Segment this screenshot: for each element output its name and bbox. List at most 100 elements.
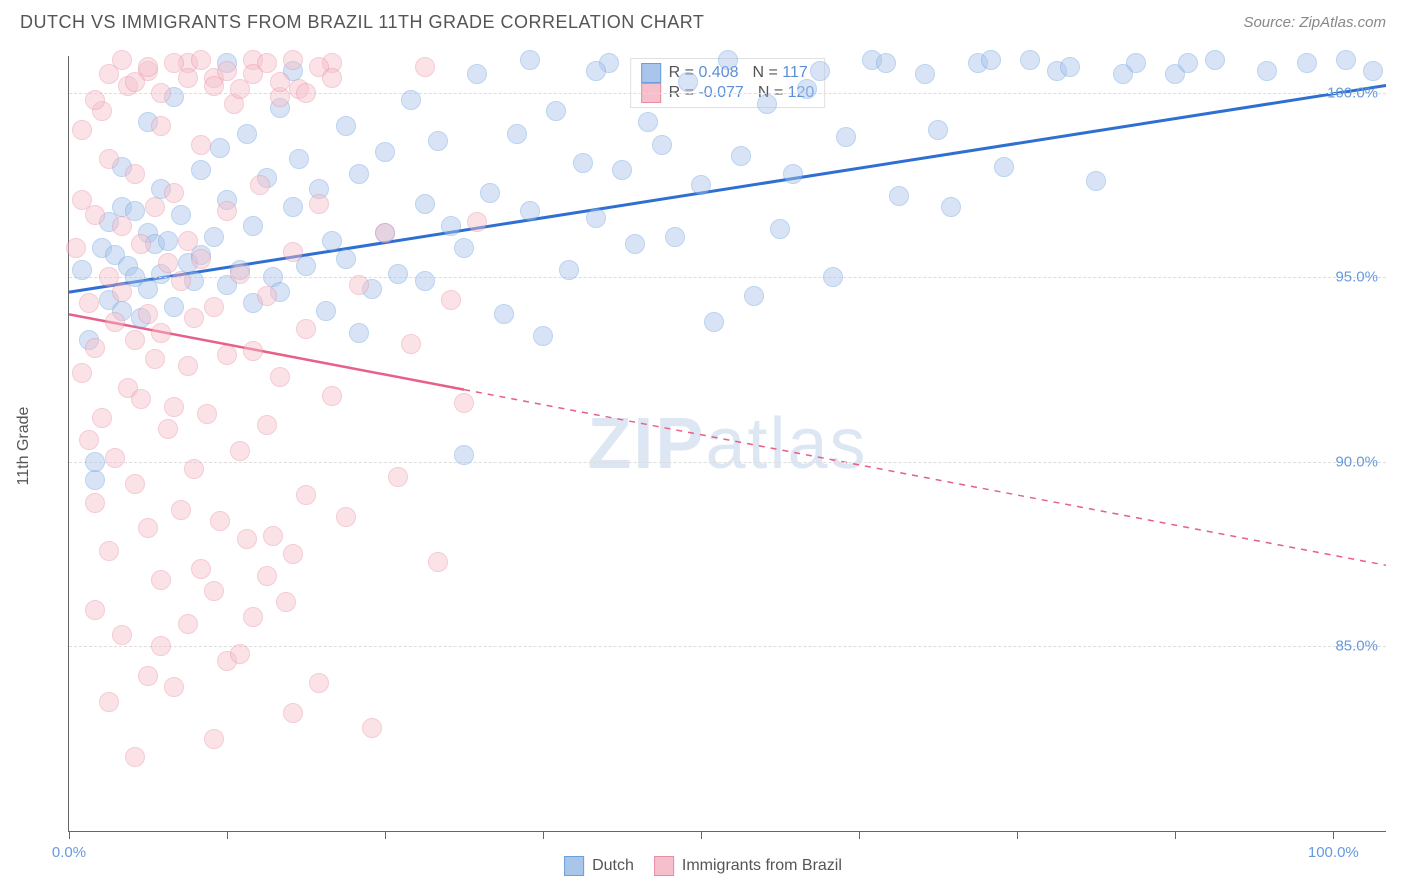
data-point (151, 83, 171, 103)
data-point (257, 415, 277, 435)
data-point (652, 135, 672, 155)
data-point (559, 260, 579, 280)
data-point (99, 149, 119, 169)
x-tick-label: 100.0% (1308, 844, 1359, 861)
data-point (138, 518, 158, 538)
data-point (125, 747, 145, 767)
y-tick-label: 95.0% (1335, 269, 1378, 286)
data-point (316, 301, 336, 321)
data-point (270, 367, 290, 387)
data-point (184, 308, 204, 328)
data-point (757, 94, 777, 114)
data-point (375, 223, 395, 243)
data-point (257, 286, 277, 306)
legend-label: Immigrants from Brazil (682, 857, 842, 875)
data-point (125, 330, 145, 350)
data-point (66, 238, 86, 258)
data-point (520, 201, 540, 221)
data-point (810, 61, 830, 81)
trend-line-extrapolated (464, 390, 1386, 566)
x-tick (1017, 831, 1018, 839)
data-point (210, 138, 230, 158)
data-point (230, 264, 250, 284)
data-point (283, 197, 303, 217)
data-point (612, 160, 632, 180)
data-point (204, 227, 224, 247)
data-point (322, 231, 342, 251)
data-point (112, 50, 132, 70)
data-point (283, 703, 303, 723)
data-point (467, 212, 487, 232)
data-point (401, 90, 421, 110)
gridline (69, 646, 1386, 647)
y-tick-label: 90.0% (1335, 453, 1378, 470)
data-point (164, 397, 184, 417)
data-point (296, 83, 316, 103)
data-point (204, 297, 224, 317)
chart-header: DUTCH VS IMMIGRANTS FROM BRAZIL 11TH GRA… (0, 0, 1406, 41)
data-point (151, 570, 171, 590)
series-swatch (641, 63, 661, 83)
data-point (309, 194, 329, 214)
data-point (164, 677, 184, 697)
data-point (158, 231, 178, 251)
data-point (836, 127, 856, 147)
data-point (79, 293, 99, 313)
x-tick (69, 831, 70, 839)
data-point (112, 625, 132, 645)
data-point (257, 53, 277, 73)
data-point (889, 186, 909, 206)
data-point (204, 581, 224, 601)
data-point (507, 124, 527, 144)
data-point (797, 79, 817, 99)
data-point (158, 419, 178, 439)
data-point (1086, 171, 1106, 191)
data-point (283, 50, 303, 70)
data-point (164, 297, 184, 317)
data-point (191, 249, 211, 269)
data-point (92, 408, 112, 428)
data-point (928, 120, 948, 140)
data-point (112, 282, 132, 302)
data-point (138, 57, 158, 77)
data-point (72, 120, 92, 140)
data-point (349, 164, 369, 184)
data-point (283, 242, 303, 262)
data-point (1020, 50, 1040, 70)
data-point (415, 271, 435, 291)
x-tick (701, 831, 702, 839)
data-point (145, 349, 165, 369)
data-point (454, 238, 474, 258)
data-point (158, 253, 178, 273)
data-point (270, 72, 290, 92)
gridline (69, 93, 1386, 94)
data-point (171, 271, 191, 291)
data-point (131, 234, 151, 254)
data-point (99, 692, 119, 712)
data-point (678, 72, 698, 92)
data-point (336, 507, 356, 527)
data-point (217, 345, 237, 365)
data-point (210, 511, 230, 531)
data-point (191, 135, 211, 155)
data-point (85, 338, 105, 358)
data-point (362, 718, 382, 738)
data-point (191, 50, 211, 70)
data-point (388, 264, 408, 284)
series-swatch (564, 856, 584, 876)
x-tick (227, 831, 228, 839)
series-legend: DutchImmigrants from Brazil (564, 856, 842, 876)
data-point (217, 201, 237, 221)
data-point (823, 267, 843, 287)
data-point (178, 231, 198, 251)
data-point (72, 260, 92, 280)
data-point (1060, 57, 1080, 77)
data-point (151, 636, 171, 656)
data-point (257, 566, 277, 586)
data-point (731, 146, 751, 166)
data-point (309, 673, 329, 693)
data-point (105, 312, 125, 332)
data-point (197, 404, 217, 424)
scatter-chart: ZIPatlas R = 0.408N = 117R = -0.077N = 1… (68, 56, 1386, 832)
x-tick (385, 831, 386, 839)
